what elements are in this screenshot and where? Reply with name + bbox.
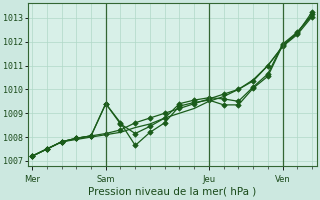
X-axis label: Pression niveau de la mer( hPa ): Pression niveau de la mer( hPa ) — [88, 187, 256, 197]
